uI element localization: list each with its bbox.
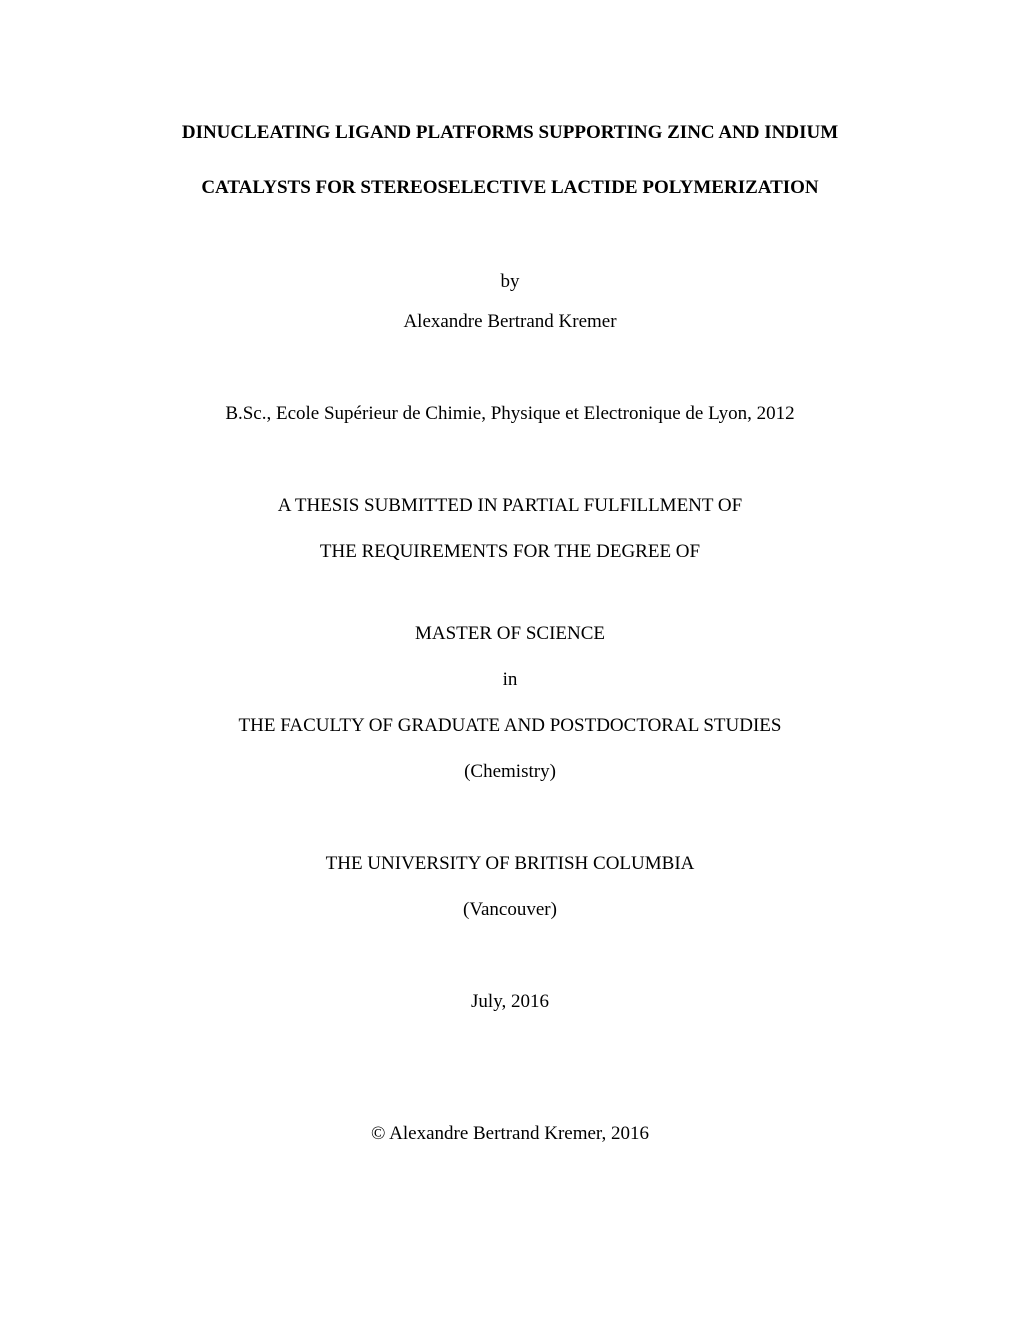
university-name: THE UNIVERSITY OF BRITISH COLUMBIA	[120, 853, 900, 875]
department-name: (Chemistry)	[120, 761, 900, 783]
thesis-date: July, 2016	[120, 991, 900, 1013]
faculty-name: THE FACULTY OF GRADUATE AND POSTDOCTORAL…	[120, 715, 900, 737]
submission-line-2: THE REQUIREMENTS FOR THE DEGREE OF	[120, 541, 900, 563]
submission-line-1: A THESIS SUBMITTED IN PARTIAL FULFILLMEN…	[120, 495, 900, 517]
in-label: in	[120, 669, 900, 691]
title-page-content: DINUCLEATING LIGAND PLATFORMS SUPPORTING…	[120, 120, 900, 1145]
author-credential: B.Sc., Ecole Supérieur de Chimie, Physiq…	[120, 403, 900, 425]
thesis-title-line-1: DINUCLEATING LIGAND PLATFORMS SUPPORTING…	[120, 120, 900, 147]
by-label: by	[120, 271, 900, 293]
degree-name: MASTER OF SCIENCE	[120, 623, 900, 645]
author-name: Alexandre Bertrand Kremer	[120, 311, 900, 333]
copyright-line: © Alexandre Bertrand Kremer, 2016	[120, 1123, 900, 1145]
thesis-title-line-2: CATALYSTS FOR STEREOSELECTIVE LACTIDE PO…	[120, 175, 900, 202]
campus-name: (Vancouver)	[120, 899, 900, 921]
